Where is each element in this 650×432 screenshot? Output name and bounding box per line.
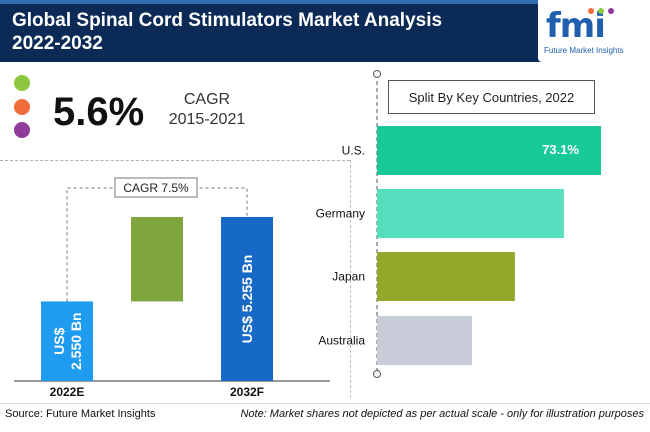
bar-2022E <box>41 301 93 381</box>
fmi-logo: fmi Future Market Insights <box>538 0 650 62</box>
section-divider <box>0 160 350 161</box>
growth-bar <box>131 217 183 302</box>
cagr-label-line-2: 2015-2021 <box>168 111 246 128</box>
note-text: Note: Market shares not depicted as per … <box>240 408 644 420</box>
category-label: 2022E <box>50 385 85 399</box>
cagr-annotation: CAGR 7.5% <box>123 181 189 195</box>
orange-dot-icon <box>14 99 30 115</box>
cagr-annotation-box <box>114 177 198 198</box>
left-panel <box>0 160 351 398</box>
country-value-label: 73.1% <box>542 142 579 157</box>
cagr-bracket <box>66 187 248 302</box>
country-label: U.S. <box>342 144 365 158</box>
country-bar-U.S. <box>377 126 601 175</box>
country-label: Germany <box>316 207 365 221</box>
logo-dot-icon <box>598 8 604 14</box>
logo-dot-icon <box>608 8 614 14</box>
country-label: Australia <box>318 334 365 348</box>
page-title: Global Spinal Cord Stimulators Market An… <box>12 9 442 55</box>
cagr-label-line-1: CAGR <box>183 91 231 108</box>
category-label: 2032F <box>230 385 264 399</box>
bar-value-label: US$2.550 Bn <box>51 312 84 370</box>
cagr-label: CAGR 2015-2021 <box>167 90 247 130</box>
footer <box>0 403 650 432</box>
logo-subtitle: Future Market Insights <box>544 46 624 55</box>
axis-end-marker <box>373 70 381 78</box>
country-bar-Germany <box>377 189 564 238</box>
country-label: Japan <box>332 270 365 284</box>
title-line-1: Global Spinal Cord Stimulators Market An… <box>12 10 443 31</box>
header-stripe <box>0 0 650 4</box>
country-bar-Japan <box>377 252 515 301</box>
country-bar-Australia <box>377 316 472 365</box>
bar-2032F <box>221 217 273 381</box>
purple-dot-icon <box>14 122 30 138</box>
bar-value-label: US$ 5.255 Bn <box>239 255 255 344</box>
green-dot-icon <box>14 75 30 91</box>
logo-dot-icon <box>588 8 594 14</box>
source-text: Source: Future Market Insights <box>5 408 156 420</box>
country-split-title: Split By Key Countries, 2022 <box>388 80 595 114</box>
title-line-2: 2022-2032 <box>12 33 103 54</box>
cagr-value: 5.6% <box>53 90 145 134</box>
axis-end-marker <box>373 370 381 378</box>
header-banner: Global Spinal Cord Stimulators Market An… <box>0 0 650 62</box>
logo-text: fmi <box>546 6 606 46</box>
